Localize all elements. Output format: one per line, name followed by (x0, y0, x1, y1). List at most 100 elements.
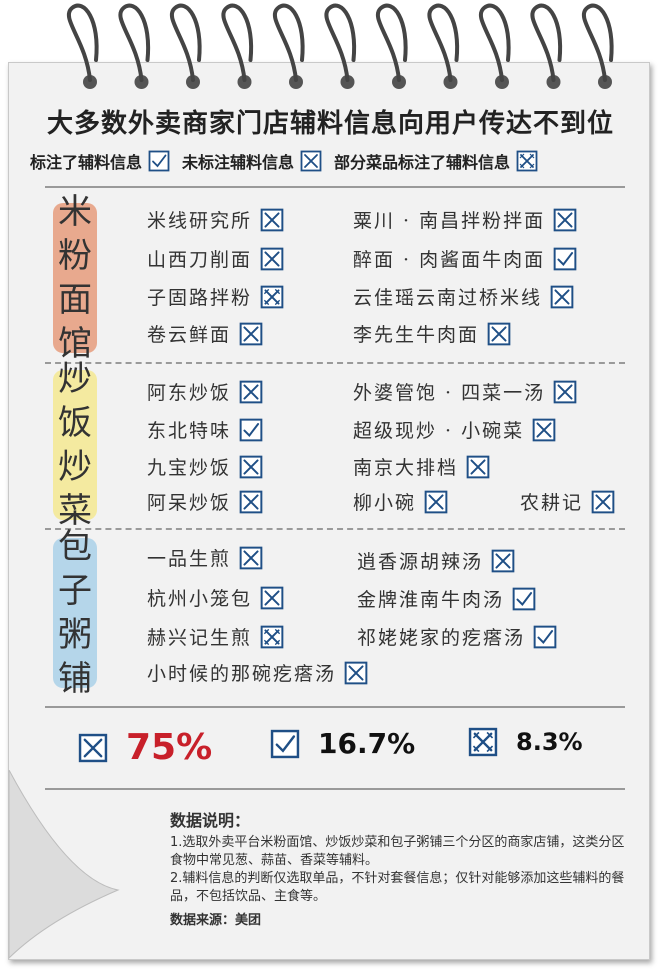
shop-entry: 阿呆炒饭 (147, 488, 263, 515)
legend-item-check: 标注了辅料信息 (30, 149, 170, 173)
cross-box-icon (239, 546, 263, 569)
cross-box-icon (260, 586, 284, 609)
cross-box-icon (300, 150, 322, 172)
divider (45, 706, 625, 708)
shop-entry: 柳小碗 (353, 488, 448, 515)
category-char: 包 (58, 527, 92, 567)
cross-box-icon (260, 247, 284, 270)
legend-label: 部分菜品标注了辅料信息 (334, 153, 511, 172)
binding-hole (289, 75, 303, 89)
shop-name: 米线研究所 (147, 210, 253, 232)
partial-box-icon (516, 150, 538, 172)
cross-box-icon (344, 661, 368, 684)
shop-entry: 农耕记 (520, 488, 615, 515)
shop-entry: 粟川 · 南昌拌粉拌面 (353, 206, 577, 233)
divider (45, 788, 625, 790)
cross-box-icon (491, 549, 515, 572)
cross-box-icon (239, 490, 263, 513)
cross-box-icon (424, 490, 448, 513)
category-char: 馆 (58, 324, 92, 364)
shop-name: 祁姥姥家的疙瘩汤 (357, 627, 526, 649)
shop-entry: 山西刀削面 (147, 245, 284, 272)
cross-box-icon (487, 322, 511, 345)
notes-item: 2.辅料信息的判断仅选取单品，不针对套餐信息；仅针对能够添加这些辅料的餐品，不包… (170, 871, 625, 904)
shop-name: 粟川 · 南昌拌粉拌面 (353, 210, 546, 232)
shop-entry: 逍香源胡辣汤 (357, 547, 515, 574)
spiral-ring (530, 3, 563, 82)
legend-item-partial: 部分菜品标注了辅料信息 (334, 149, 538, 173)
notes-heading: 数据说明： (170, 811, 251, 830)
check-box-icon (512, 587, 536, 610)
cross-box-icon (553, 208, 577, 231)
shop-name: 超级现炒 · 小碗菜 (353, 420, 525, 442)
shop-name: 南京大排档 (353, 457, 459, 479)
binding-hole (598, 75, 612, 89)
spiral-ring (118, 3, 151, 82)
shop-entry: 阿东炒饭 (147, 378, 263, 405)
cross-box-icon (550, 285, 574, 308)
shop-entry: 一品生煎 (147, 544, 263, 571)
category-char: 粉 (58, 236, 92, 276)
shop-name: 一品生煎 (147, 548, 232, 570)
category-char: 粥 (58, 615, 92, 655)
shop-entry: 超级现炒 · 小碗菜 (353, 416, 556, 443)
stat-partial: 8.3% (468, 727, 583, 757)
spiral-ring (66, 3, 99, 82)
shop-name: 赫兴记生煎 (147, 627, 253, 649)
shop-name: 柳小碗 (353, 492, 417, 514)
shop-entry: 赫兴记生煎 (147, 623, 284, 650)
spiral-ring (324, 3, 357, 82)
cross-box-icon (239, 455, 263, 478)
spiral-ring (221, 3, 254, 82)
category-label-buns-porridge: 包子粥铺 (53, 527, 97, 699)
shop-entry: 小时候的那碗疙瘩汤 (147, 659, 368, 686)
check-box-icon (239, 418, 263, 441)
category-char: 米 (58, 192, 92, 232)
cross-box-icon (553, 380, 577, 403)
shop-name: 子固路拌粉 (147, 287, 253, 309)
shop-entry: 杭州小笼包 (147, 584, 284, 611)
shop-name: 农耕记 (520, 492, 584, 514)
binding-hole (186, 75, 200, 89)
shop-name: 杭州小笼包 (147, 588, 253, 610)
shop-entry: 醉面 · 肉酱面牛肉面 (353, 245, 577, 272)
spiral-binding-icon (66, 3, 614, 89)
check-box-icon (533, 625, 557, 648)
check-box-icon (270, 729, 300, 758)
category-char: 铺 (58, 659, 92, 699)
shop-entry: 子固路拌粉 (147, 283, 284, 310)
page-title: 大多数外卖商家门店辅料信息向用户传达不到位 (46, 109, 614, 139)
category-char: 炒 (58, 447, 92, 487)
shop-entry: 卷云鲜面 (147, 320, 263, 347)
shop-entry: 九宝炒饭 (147, 453, 263, 480)
spiral-ring (427, 3, 460, 82)
category-char: 菜 (58, 491, 92, 531)
shop-name: 云佳瑶云南过桥米线 (353, 287, 543, 309)
spiral-ring (272, 3, 305, 82)
check-box-icon (148, 150, 170, 172)
cross-box-icon (260, 208, 284, 231)
notes-source: 数据来源：美团 (170, 913, 262, 928)
partial-box-icon (260, 625, 284, 648)
check-box-icon (553, 247, 577, 270)
stat-value: 75% (126, 727, 213, 768)
shop-name: 九宝炒饭 (147, 457, 232, 479)
shop-name: 卷云鲜面 (147, 324, 232, 346)
category-char: 子 (58, 571, 92, 611)
divider (45, 528, 625, 530)
partial-box-icon (468, 727, 498, 757)
divider (45, 362, 625, 364)
legend-item-cross: 未标注辅料信息 (182, 149, 322, 173)
shop-name: 山西刀削面 (147, 249, 253, 271)
spiral-ring (478, 3, 511, 82)
shop-name: 阿呆炒饭 (147, 492, 232, 514)
shop-name: 醉面 · 肉酱面牛肉面 (353, 249, 546, 271)
category-char: 面 (58, 280, 92, 320)
category-char: 炒 (58, 359, 92, 399)
data-notes: 数据说明： 1.选取外卖平台米粉面馆、炒饭炒菜和包子粥铺三个分区的商家店铺，这类… (170, 812, 630, 930)
stat-cross: 75% (78, 727, 212, 768)
shop-entry: 祁姥姥家的疙瘩汤 (357, 623, 557, 650)
notes-item: 1.选取外卖平台米粉面馆、炒饭炒菜和包子粥铺三个分区的商家店铺，这类分区食物中常… (170, 835, 625, 868)
shop-name: 阿东炒饭 (147, 382, 232, 404)
cross-box-icon (532, 418, 556, 441)
